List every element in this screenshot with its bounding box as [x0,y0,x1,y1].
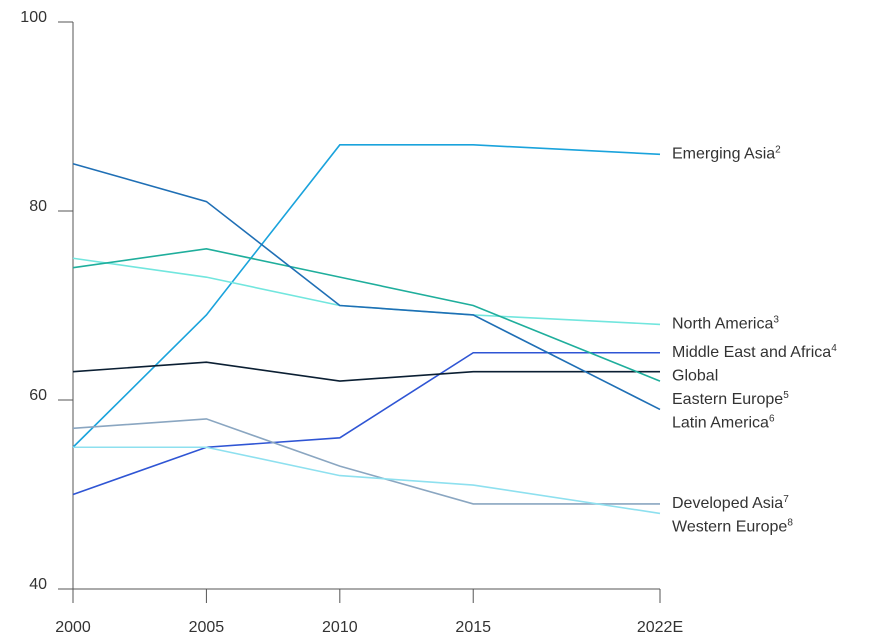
series-label: Eastern Europe5 [672,389,789,408]
series-name: Eastern Europe [672,391,783,408]
series-footnote: 6 [769,413,775,424]
x-tick-label: 2010 [322,619,358,636]
y-tick-label: 40 [29,576,47,593]
series-label: Developed Asia7 [672,494,789,513]
series-label: Middle East and Africa4 [672,342,837,361]
series-footnote: 3 [773,314,779,325]
y-tick-label: 60 [29,387,47,404]
series-label: Global [672,367,718,384]
series-line [73,446,661,515]
series-name: Developed Asia [672,495,783,512]
y-tick-label: 100 [20,9,47,26]
series-footnote: 2 [775,144,781,155]
y-tick-label: 80 [29,198,47,215]
series-name: Middle East and Africa [672,344,831,361]
series-name: Western Europe [672,519,787,536]
x-tick-label: 2022E [637,619,683,636]
series-line [72,351,660,496]
series-footnote: 8 [787,517,793,528]
series-line [72,418,660,505]
series-label: Latin America6 [672,413,775,432]
series-footnote: 7 [783,494,789,505]
series-label: North America3 [672,314,779,333]
series-line [72,247,661,382]
series-name: Latin America [672,414,769,431]
series-footnote: 4 [831,342,837,353]
x-tick-label: 2000 [55,619,91,636]
series-line [72,361,660,382]
x-tick-label: 2005 [189,619,225,636]
series-line [72,257,661,326]
x-tick-label: 2015 [455,619,491,636]
series-footnote: 5 [783,389,789,400]
series-name: Emerging Asia [672,146,775,163]
series-name: Global [672,367,718,384]
series-line [72,144,661,448]
series-name: North America [672,316,773,333]
series-line [72,162,661,411]
series-label: Western Europe8 [672,517,793,536]
series-label: Emerging Asia2 [672,144,781,163]
